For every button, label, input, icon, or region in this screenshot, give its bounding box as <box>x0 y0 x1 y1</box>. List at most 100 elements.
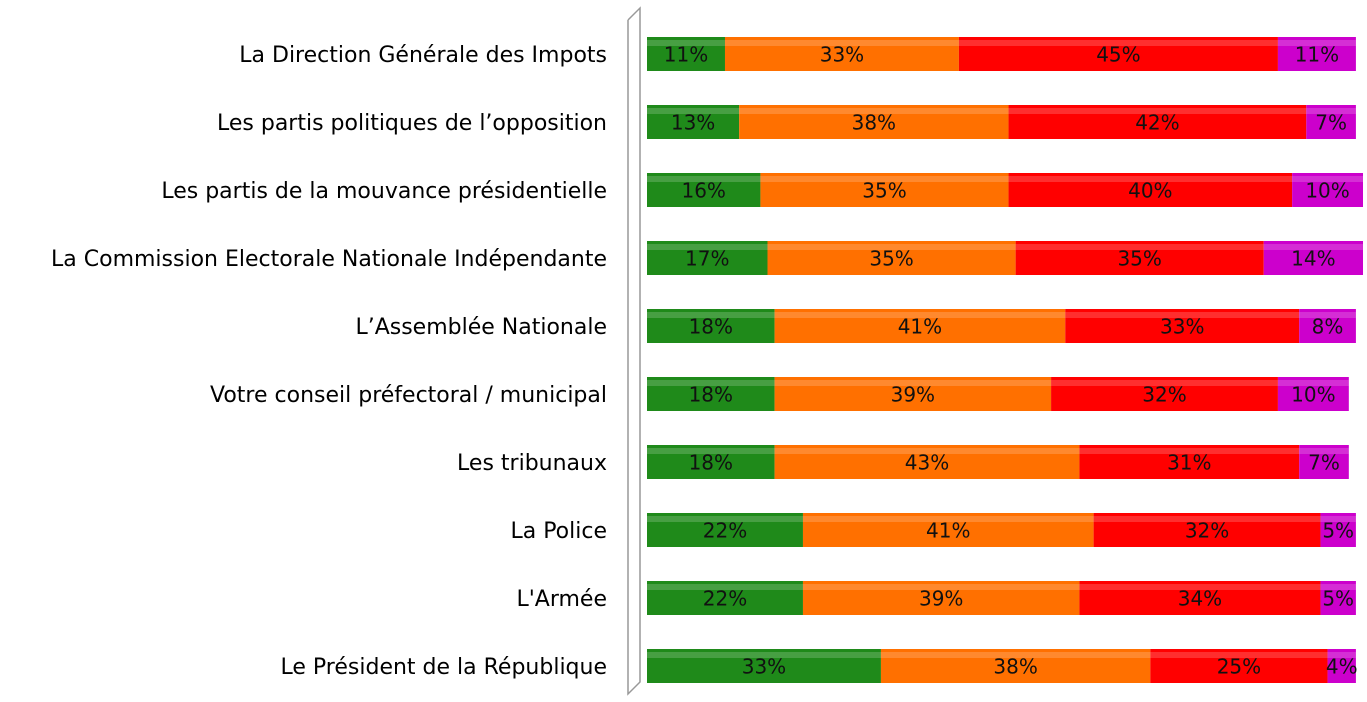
bar-segment <box>1051 377 1278 411</box>
bar-shine <box>647 244 768 250</box>
value-label: 10% <box>1291 383 1335 407</box>
category-label: Le Président de la République <box>281 655 607 680</box>
bar-segment <box>1292 173 1363 207</box>
value-label: 18% <box>689 383 733 407</box>
bar-shine <box>802 584 1080 590</box>
value-label: 43% <box>905 451 949 475</box>
bar-shine <box>958 40 1278 46</box>
bar-shine <box>647 652 881 658</box>
bar-shine <box>647 312 775 318</box>
bar-segment <box>1277 37 1356 71</box>
value-label: 25% <box>1217 655 1261 679</box>
bar-shine <box>760 176 1009 182</box>
bar-segment <box>880 649 1151 683</box>
bar-shine <box>647 584 803 590</box>
value-label: 35% <box>869 247 913 271</box>
value-label: 42% <box>1135 111 1179 135</box>
bar-shine <box>1150 652 1328 658</box>
bar-shine <box>1079 448 1300 454</box>
value-label: 35% <box>862 179 906 203</box>
bar-shine <box>1015 244 1264 250</box>
category-label: La Direction Générale des Impots <box>239 43 607 68</box>
bar-segment <box>1277 377 1349 411</box>
bar-shine <box>739 108 1009 114</box>
value-label: 38% <box>852 111 896 135</box>
bar-segment <box>1015 241 1264 275</box>
bar-segment <box>647 445 775 479</box>
bar-shine <box>1320 584 1356 590</box>
bar-segment <box>647 377 775 411</box>
value-label: 7% <box>1308 451 1340 475</box>
bar-shine <box>1277 380 1349 386</box>
value-label: 11% <box>1295 43 1339 67</box>
bar-segment <box>1306 105 1356 139</box>
bar-shine <box>774 380 1052 386</box>
category-label: L’Assemblée Nationale <box>355 315 607 340</box>
bar-segment <box>647 513 803 547</box>
value-label: 38% <box>993 655 1037 679</box>
bar-shine <box>1051 380 1278 386</box>
bar-shine <box>1299 312 1356 318</box>
bar-shine <box>647 516 803 522</box>
value-label: 4% <box>1326 655 1358 679</box>
category-label: Les partis de la mouvance présidentielle <box>161 179 607 204</box>
bar-segment <box>647 649 881 683</box>
value-label: 22% <box>703 519 747 543</box>
bar-shine <box>647 108 740 114</box>
bar-segment <box>1008 105 1307 139</box>
value-label: 5% <box>1322 587 1354 611</box>
bar-segment <box>647 581 803 615</box>
bar-shine <box>1008 108 1307 114</box>
bar-segment <box>647 173 761 207</box>
bar-shine <box>1008 176 1293 182</box>
bar-segment <box>958 37 1278 71</box>
category-label: La Police <box>510 519 607 544</box>
category-label: L'Armée <box>516 587 607 612</box>
bar-shine <box>724 40 959 46</box>
bar-segment <box>739 105 1009 139</box>
bar-segment <box>760 173 1009 207</box>
bar-segment <box>802 513 1094 547</box>
value-label: 39% <box>891 383 935 407</box>
bar-segment <box>1150 649 1328 683</box>
bar-shine <box>647 380 775 386</box>
value-label: 41% <box>898 315 942 339</box>
value-label: 33% <box>1160 315 1204 339</box>
bar-shine <box>774 448 1080 454</box>
bar-shine <box>1079 584 1321 590</box>
value-label: 40% <box>1128 179 1172 203</box>
value-label: 18% <box>689 315 733 339</box>
bar-segment <box>1327 649 1356 683</box>
bar-segment <box>1320 581 1356 615</box>
value-label: 14% <box>1291 247 1335 271</box>
bar-shine <box>647 176 761 182</box>
axis-wall <box>627 6 641 696</box>
value-label: 10% <box>1305 179 1349 203</box>
value-label: 32% <box>1185 519 1229 543</box>
bar-shine <box>647 40 725 46</box>
value-label: 22% <box>703 587 747 611</box>
bar-segment <box>774 445 1080 479</box>
bar-shine <box>1306 108 1356 114</box>
value-label: 31% <box>1167 451 1211 475</box>
bar-segment <box>802 581 1080 615</box>
value-label: 33% <box>820 43 864 67</box>
bar-segment <box>1065 309 1300 343</box>
bar-shine <box>1065 312 1300 318</box>
value-label: 33% <box>742 655 786 679</box>
value-label: 45% <box>1096 43 1140 67</box>
bar-segment <box>647 37 725 71</box>
bar-segment <box>767 241 1016 275</box>
bar-shine <box>1299 448 1349 454</box>
category-label: La Commission Electorale Nationale Indép… <box>51 247 607 272</box>
value-label: 35% <box>1117 247 1161 271</box>
bar-segment <box>1299 445 1349 479</box>
bar-shine <box>1320 516 1356 522</box>
bar-segment <box>647 309 775 343</box>
bar-segment <box>1263 241 1363 275</box>
value-label: 18% <box>689 451 733 475</box>
bar-segment <box>647 241 768 275</box>
category-label: Les partis politiques de l’opposition <box>217 111 607 136</box>
bar-shine <box>880 652 1151 658</box>
